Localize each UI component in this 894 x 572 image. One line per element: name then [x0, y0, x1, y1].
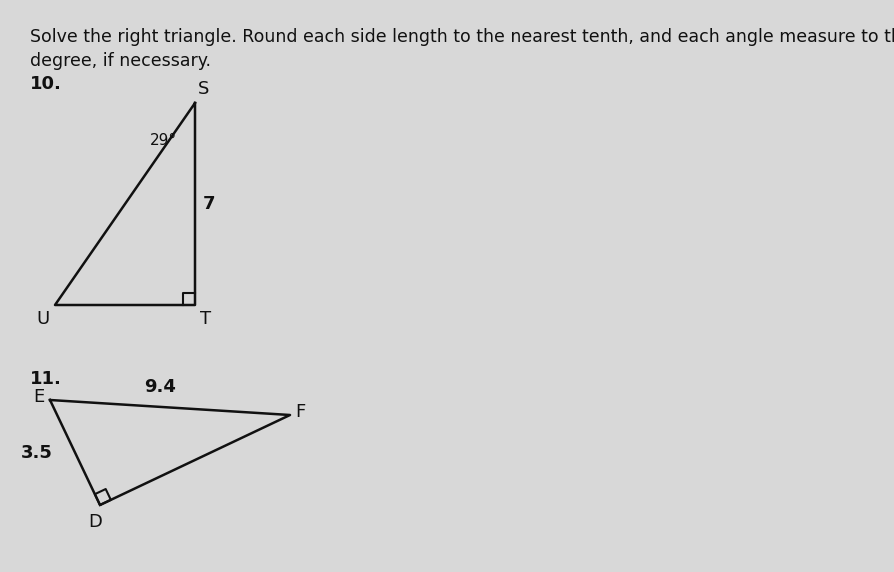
Text: 10.: 10. [30, 75, 62, 93]
Text: U: U [37, 310, 50, 328]
Text: 11.: 11. [30, 370, 62, 388]
Text: 3.5: 3.5 [21, 443, 53, 462]
Text: F: F [295, 403, 305, 421]
Text: 9.4: 9.4 [144, 378, 176, 395]
Text: 7: 7 [203, 195, 215, 213]
Text: E: E [34, 388, 45, 406]
Text: degree, if necessary.: degree, if necessary. [30, 52, 211, 70]
Text: 29°: 29° [149, 133, 177, 148]
Text: D: D [88, 513, 102, 531]
Text: S: S [198, 80, 209, 98]
Text: T: T [199, 310, 211, 328]
Text: Solve the right triangle. Round each side length to the nearest tenth, and each : Solve the right triangle. Round each sid… [30, 28, 894, 46]
